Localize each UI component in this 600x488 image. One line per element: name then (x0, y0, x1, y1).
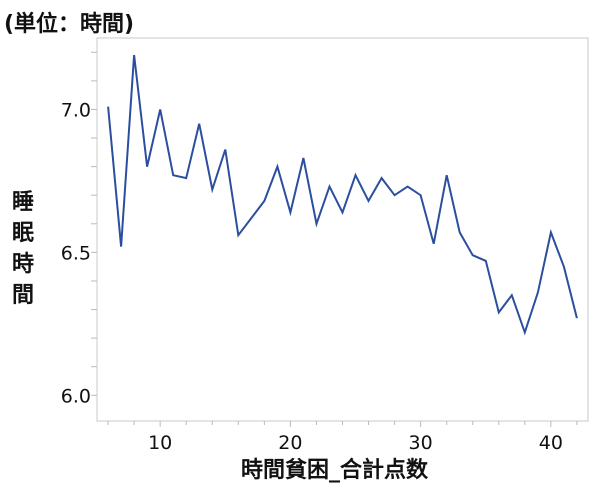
y-axis-label: 睡眠時間 (11, 190, 34, 308)
x-tick-label: 10 (148, 432, 172, 454)
y-tick-label: 6.0 (61, 385, 91, 407)
y-tick-label: 6.5 (61, 242, 91, 264)
plot-frame (96, 37, 589, 422)
x-tick-label: 20 (278, 432, 302, 454)
x-tick-label: 30 (409, 432, 433, 454)
y-tick-label: 7.0 (61, 99, 91, 121)
x-tick-label: 40 (539, 432, 563, 454)
x-axis-label: 時間貧困_合計点数 (241, 458, 429, 483)
series-line (107, 54, 578, 336)
unit-note: (単位：時間) (4, 12, 135, 37)
